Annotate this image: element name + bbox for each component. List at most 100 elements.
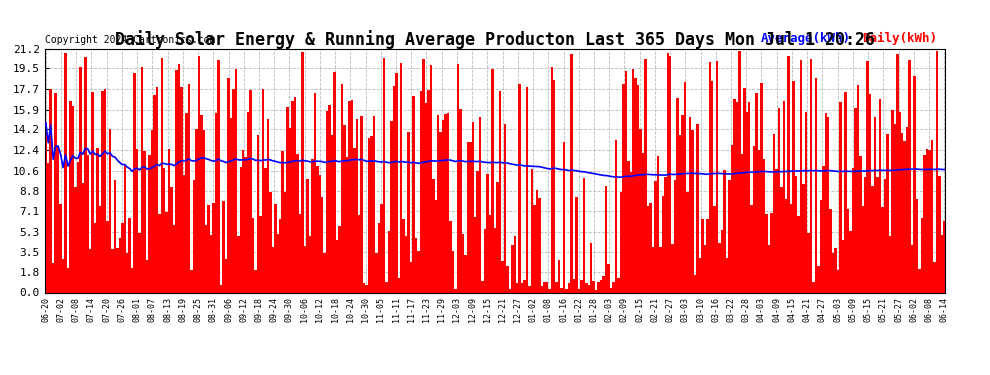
Bar: [324, 253, 326, 292]
Bar: [183, 175, 185, 292]
Bar: [47, 163, 50, 292]
Bar: [605, 186, 607, 292]
Bar: [758, 150, 760, 292]
Bar: [230, 118, 232, 292]
Bar: [640, 129, 642, 292]
Bar: [861, 206, 864, 292]
Bar: [360, 116, 363, 292]
Bar: [840, 102, 842, 292]
Bar: [175, 69, 178, 292]
Bar: [247, 112, 249, 292]
Bar: [261, 89, 264, 292]
Bar: [777, 108, 780, 292]
Bar: [203, 130, 205, 292]
Bar: [84, 57, 86, 292]
Bar: [266, 118, 269, 292]
Bar: [940, 235, 943, 292]
Bar: [119, 238, 121, 292]
Bar: [610, 288, 612, 292]
Bar: [474, 217, 476, 292]
Bar: [899, 112, 901, 292]
Bar: [86, 155, 89, 292]
Bar: [254, 270, 256, 292]
Bar: [425, 103, 427, 292]
Bar: [486, 174, 489, 292]
Bar: [625, 70, 627, 292]
Bar: [694, 274, 696, 292]
Bar: [679, 135, 681, 292]
Bar: [709, 62, 711, 292]
Bar: [681, 116, 684, 292]
Bar: [734, 99, 736, 292]
Bar: [664, 177, 666, 292]
Bar: [894, 124, 896, 292]
Bar: [701, 219, 704, 292]
Bar: [617, 278, 620, 292]
Bar: [50, 89, 51, 292]
Bar: [785, 200, 787, 292]
Bar: [111, 249, 114, 292]
Bar: [71, 106, 74, 292]
Bar: [835, 248, 837, 292]
Bar: [326, 111, 329, 292]
Bar: [449, 221, 451, 292]
Bar: [691, 130, 694, 292]
Bar: [830, 209, 832, 292]
Bar: [696, 124, 699, 292]
Bar: [484, 229, 486, 292]
Bar: [353, 148, 355, 292]
Bar: [936, 51, 939, 292]
Bar: [534, 206, 536, 292]
Bar: [889, 236, 891, 292]
Bar: [805, 112, 807, 292]
Bar: [471, 122, 474, 292]
Bar: [393, 86, 395, 292]
Bar: [215, 112, 218, 292]
Bar: [748, 102, 750, 292]
Bar: [235, 69, 237, 292]
Bar: [269, 192, 271, 292]
Bar: [109, 129, 111, 292]
Bar: [656, 156, 659, 292]
Bar: [405, 236, 407, 292]
Bar: [644, 59, 646, 292]
Bar: [227, 78, 230, 292]
Bar: [550, 67, 553, 292]
Bar: [380, 204, 383, 292]
Bar: [79, 67, 81, 292]
Bar: [454, 289, 456, 292]
Bar: [724, 170, 726, 292]
Bar: [296, 154, 299, 292]
Bar: [445, 114, 446, 292]
Bar: [800, 60, 802, 292]
Bar: [461, 234, 464, 292]
Bar: [141, 67, 144, 292]
Bar: [689, 117, 691, 292]
Bar: [155, 87, 158, 292]
Bar: [519, 84, 521, 292]
Bar: [400, 63, 403, 292]
Bar: [795, 176, 797, 292]
Bar: [158, 214, 160, 292]
Bar: [637, 84, 640, 292]
Bar: [602, 276, 605, 292]
Bar: [686, 192, 689, 292]
Bar: [620, 192, 622, 292]
Bar: [139, 233, 141, 292]
Bar: [491, 69, 494, 292]
Bar: [909, 60, 911, 292]
Bar: [91, 92, 94, 292]
Bar: [812, 282, 815, 292]
Bar: [926, 148, 929, 292]
Bar: [116, 248, 119, 292]
Bar: [741, 154, 743, 292]
Bar: [545, 282, 548, 292]
Bar: [242, 150, 245, 292]
Bar: [432, 179, 435, 292]
Bar: [220, 285, 223, 292]
Bar: [180, 87, 183, 292]
Bar: [136, 149, 139, 292]
Bar: [914, 75, 916, 292]
Bar: [213, 203, 215, 292]
Bar: [810, 59, 812, 292]
